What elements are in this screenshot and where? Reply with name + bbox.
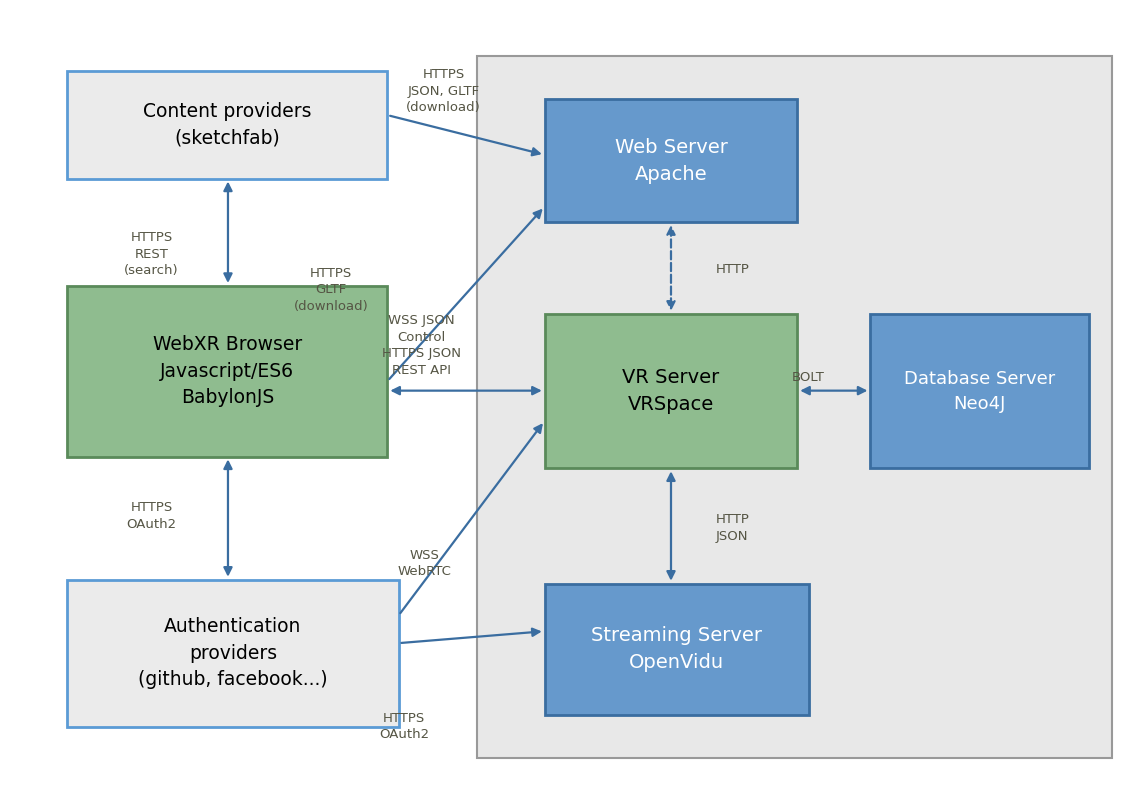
FancyBboxPatch shape: [67, 71, 387, 179]
FancyBboxPatch shape: [67, 286, 387, 457]
Text: Streaming Server
OpenVidu: Streaming Server OpenVidu: [591, 626, 763, 672]
FancyArrowPatch shape: [390, 210, 541, 379]
FancyArrowPatch shape: [667, 474, 675, 578]
Text: HTTPS
OAuth2: HTTPS OAuth2: [380, 711, 429, 742]
FancyBboxPatch shape: [545, 99, 797, 222]
FancyArrowPatch shape: [667, 228, 675, 308]
Text: Content providers
(sketchfab): Content providers (sketchfab): [143, 102, 312, 148]
Text: Authentication
providers
(github, facebook...): Authentication providers (github, facebo…: [138, 617, 328, 689]
Text: BOLT: BOLT: [792, 371, 825, 384]
FancyBboxPatch shape: [870, 314, 1089, 468]
FancyArrowPatch shape: [393, 387, 539, 395]
FancyArrowPatch shape: [401, 629, 539, 643]
Text: WSS JSON
Control
HTTPS JSON
REST API: WSS JSON Control HTTPS JSON REST API: [382, 314, 460, 376]
Text: HTTP: HTTP: [715, 264, 749, 276]
Text: WebXR Browser
Javascript/ES6
BabylonJS: WebXR Browser Javascript/ES6 BabylonJS: [153, 335, 302, 407]
Text: HTTP
JSON: HTTP JSON: [715, 513, 749, 543]
FancyArrowPatch shape: [225, 462, 231, 574]
Text: Web Server
Apache: Web Server Apache: [614, 138, 728, 183]
Text: HTTPS
GLTF
(download): HTTPS GLTF (download): [294, 267, 368, 313]
Text: WSS
WebRTC: WSS WebRTC: [398, 549, 451, 579]
FancyBboxPatch shape: [67, 580, 399, 727]
FancyBboxPatch shape: [477, 56, 1112, 758]
FancyArrowPatch shape: [400, 425, 541, 613]
Text: Database Server
Neo4J: Database Server Neo4J: [904, 369, 1056, 413]
Text: HTTPS
OAuth2: HTTPS OAuth2: [127, 501, 176, 531]
Text: HTTPS
JSON, GLTF
(download): HTTPS JSON, GLTF (download): [407, 68, 481, 114]
FancyArrowPatch shape: [803, 387, 865, 395]
FancyBboxPatch shape: [545, 584, 809, 715]
FancyBboxPatch shape: [545, 314, 797, 468]
Text: VR Server
VRSpace: VR Server VRSpace: [622, 368, 720, 414]
FancyArrowPatch shape: [225, 184, 231, 280]
FancyArrowPatch shape: [390, 116, 539, 156]
Text: HTTPS
REST
(search): HTTPS REST (search): [125, 231, 179, 277]
